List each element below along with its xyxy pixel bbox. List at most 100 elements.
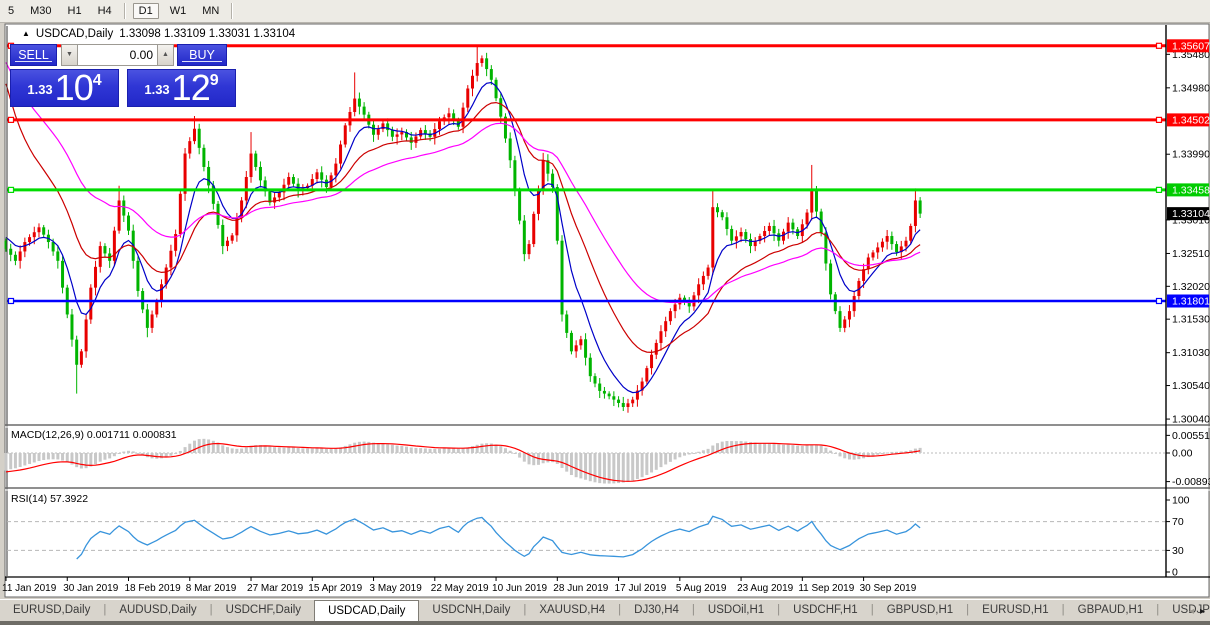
candle-body [730,228,734,241]
hline-handle[interactable] [7,186,15,193]
chart-tab-gbpusd-h1[interactable]: GBPUSD,H1 [886,604,954,616]
macd-histogram-bar [800,445,804,453]
hline-handle[interactable] [7,116,15,123]
price-tick-label: 1.32510 [1172,248,1210,260]
macd-histogram-bar [673,453,677,460]
collapse-panel-icon[interactable]: ▲ [22,28,30,38]
macd-histogram-bar [730,441,734,453]
candle-body [810,190,814,213]
macd-histogram-bar [89,453,93,467]
macd-histogram-bar [895,451,899,453]
rsi-indicator-label: RSI(14) 57.3922 [11,493,89,505]
chart-tab-usdchf-h1[interactable]: USDCHF,H1 [793,604,858,616]
chart-tab-eurusd-daily[interactable]: EURUSD,Daily [13,604,91,616]
hline-handle[interactable] [1155,297,1163,305]
macd-histogram-bar [315,448,319,453]
macd-histogram-bar [748,442,752,453]
tab-scroll-left-icon[interactable]: ◂ [1188,605,1194,617]
candle-body [145,309,149,328]
chart-tab-xauusd-h4[interactable]: XAUUSD,H4 [539,604,606,616]
tab-scroll-right-icon[interactable]: ▸ [1199,605,1205,617]
timeframe-button-w1[interactable]: W1 [169,5,187,17]
sell-button[interactable]: SELL [10,44,57,66]
macd-histogram-bar [489,443,493,453]
timeframe-button-h1[interactable]: H1 [67,5,82,17]
timeframe-button-5[interactable]: 5 [8,5,15,17]
candle-body [852,296,856,312]
macd-histogram-bar [277,447,281,453]
buy-price-pip: 9 [209,72,219,89]
candle-body [607,393,611,397]
buy-button[interactable]: BUY [177,44,227,66]
timeframe-button-h4[interactable]: H4 [97,5,112,17]
volume-decrease-button[interactable]: ▼ [61,44,78,66]
candle-body [249,153,253,178]
macd-histogram-bar [103,453,107,460]
chart-tab-usdjp[interactable]: USDJP [1172,604,1210,616]
rsi-axis-label: 70 [1172,516,1184,528]
buy-price-panel[interactable]: 1.33 12 9 [127,69,236,107]
candle-body [310,179,314,186]
macd-histogram-bar [499,446,503,453]
candle-body [23,242,27,252]
macd-histogram-bar [701,450,705,453]
date-label: 28 Jun 2019 [553,583,608,594]
candle-body [447,113,451,118]
candle-body [89,287,93,320]
chart-tab-usdchf-daily[interactable]: USDCHF,Daily [225,604,302,616]
macd-histogram-bar [386,444,390,453]
level-badge-bg [1167,113,1209,127]
candle-body [829,263,833,295]
candle-body [805,212,809,225]
macd-histogram-bar [353,442,357,453]
candle-body [541,160,545,191]
candle-body [508,138,512,161]
macd-histogram-bar [310,448,314,453]
chart-tab-usdcnh-daily[interactable]: USDCNH,Daily [432,604,511,616]
timeframe-button-mn[interactable]: MN [202,5,220,17]
candle-body [880,241,884,248]
candle-body [390,130,394,137]
timeframe-button-d1[interactable]: D1 [132,3,159,19]
candle-body [494,79,498,99]
chart-tab-eurusd-h1[interactable]: EURUSD,H1 [982,604,1049,616]
sell-price-panel[interactable]: 1.33 10 4 [10,69,119,107]
candle-body [626,403,630,407]
macd-histogram-bar [301,448,305,453]
hline-handle[interactable] [7,297,15,305]
hline-handle[interactable] [1155,116,1163,123]
candle-body [315,172,319,180]
candle-body [230,235,234,241]
candle-body [79,351,83,365]
candle-body [320,172,324,180]
candle-body [739,231,743,237]
candle-body [664,321,668,332]
chart-tab-gbpaud-h1[interactable]: GBPAUD,H1 [1077,604,1144,616]
macd-histogram-bar [395,445,399,453]
candle-body [574,345,578,352]
tab-separator: | [870,604,874,616]
chart-tab-dj30-h4[interactable]: DJ30,H4 [634,604,679,616]
volume-input[interactable]: 0.00 [78,44,157,66]
volume-increase-button[interactable]: ▲ [157,44,174,66]
hline-handle[interactable] [1155,186,1163,193]
macd-histogram-bar [777,444,781,453]
candle-body [461,107,465,127]
price-tick-label: 1.32020 [1172,281,1210,293]
chart-tab-usdoil-h1[interactable]: USDOil,H1 [707,604,765,616]
chart-tab-audusd-daily[interactable]: AUDUSD,Daily [119,604,197,616]
candle-body [701,275,705,285]
candle-body [94,266,98,288]
timeframe-button-m30[interactable]: M30 [30,5,52,17]
candle-body [235,217,239,236]
candle-body [551,173,555,188]
candle-body [631,399,635,404]
chart-tab-usdcad-daily[interactable]: USDCAD,Daily [314,600,420,622]
candle-body [612,396,616,400]
candle-body [560,240,564,315]
macd-histogram-bar [602,453,606,484]
candle-body [357,98,361,107]
hline-handle[interactable] [1155,42,1163,49]
macd-histogram-bar [617,453,621,484]
